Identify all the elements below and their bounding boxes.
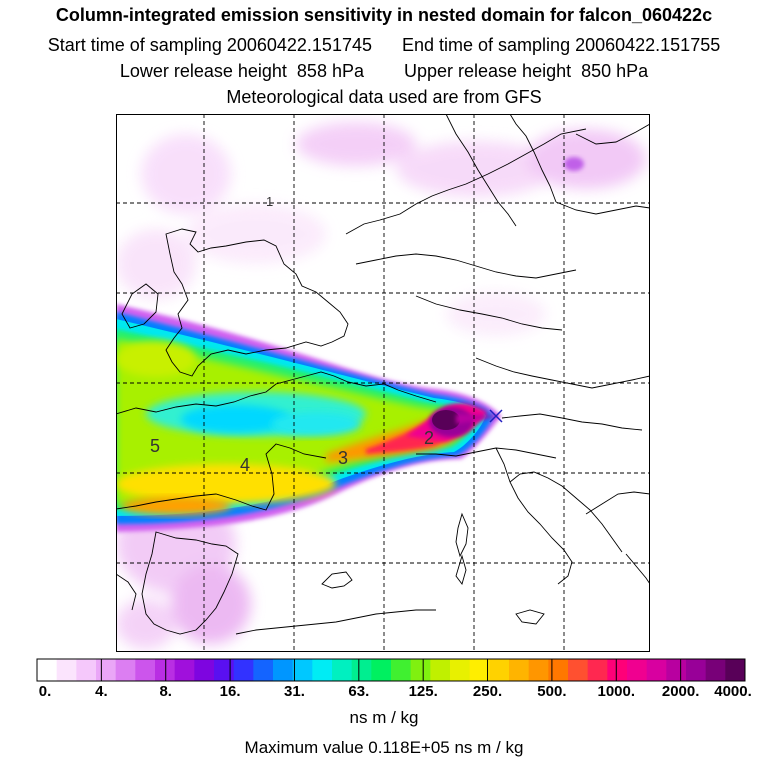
colorbar-tick-label: 63. xyxy=(348,683,370,700)
colorbar-swatch xyxy=(332,659,353,681)
colorbar-tick-label: 2000. xyxy=(661,683,700,700)
colorbar xyxy=(36,658,746,682)
colorbar-tick-label: 125. xyxy=(408,683,438,700)
contour-label-4: 4 xyxy=(240,455,250,475)
colorbar-units: ns m / kg xyxy=(349,708,419,727)
sensitivity-field xyxy=(116,122,646,649)
maximum-value-text: Maximum value 0.118E+05 ns m / kg xyxy=(244,738,524,757)
colorbar-swatch xyxy=(155,659,176,681)
colorbar-tick-label: 4. xyxy=(95,683,108,700)
colorbar-swatch xyxy=(351,659,372,681)
colorbar-tick-label: 4000. xyxy=(714,683,752,700)
colorbar-swatch xyxy=(528,659,549,681)
contour-label-2: 2 xyxy=(424,428,434,448)
colorbar-swatch xyxy=(725,659,746,681)
meteo-data-line: Meteorological data used are from GFS xyxy=(226,87,542,107)
colorbar-swatch xyxy=(410,659,431,681)
colorbar-swatch xyxy=(430,659,451,681)
colorbar-swatch xyxy=(450,659,471,681)
release-location-marker xyxy=(489,409,503,423)
colorbar-swatch xyxy=(548,659,569,681)
colorbar-swatch xyxy=(37,659,58,681)
colorbar-swatch xyxy=(489,659,510,681)
colorbar-swatch xyxy=(627,659,648,681)
coastlines xyxy=(116,114,650,635)
colorbar-swatch xyxy=(646,659,667,681)
colorbar-swatch xyxy=(568,659,589,681)
contour-label-1: 1 xyxy=(266,194,273,209)
colorbar-swatch xyxy=(115,659,136,681)
sampling-time-line: Start time of sampling 20060422.151745 E… xyxy=(47,35,721,55)
colorbar-tick-label: 250. xyxy=(472,683,503,700)
emission-sensitivity-map: 1 2 3 4 5 xyxy=(116,114,650,652)
colorbar-tick-label: 0. xyxy=(38,683,52,700)
colorbar-swatch xyxy=(273,659,294,681)
release-height-line: Lower release height 858 hPa Upper relea… xyxy=(119,61,649,81)
map-frame xyxy=(116,114,650,652)
contour-label-3: 3 xyxy=(338,448,348,468)
contour-label-5: 5 xyxy=(150,436,160,456)
colorbar-swatch xyxy=(292,659,313,681)
colorbar-swatch xyxy=(391,659,412,681)
figure-title: Column-integrated emission sensitivity i… xyxy=(55,5,713,25)
lat-lon-grid xyxy=(116,114,650,652)
colorbar-swatch xyxy=(705,659,726,681)
colorbar-swatch xyxy=(214,659,235,681)
colorbar-tick-label: 8. xyxy=(159,683,172,700)
colorbar-swatch xyxy=(174,659,195,681)
colorbar-swatch xyxy=(587,659,608,681)
colorbar-swatch xyxy=(469,659,490,681)
colorbar-swatch xyxy=(96,659,117,681)
colorbar-swatch xyxy=(312,659,333,681)
colorbar-tick-label: 1000. xyxy=(597,683,636,700)
colorbar-swatch xyxy=(233,659,254,681)
colorbar-swatch xyxy=(253,659,274,681)
colorbar-swatch xyxy=(56,659,77,681)
colorbar-swatch xyxy=(194,659,215,681)
colorbar-tick-label: 31. xyxy=(284,683,305,700)
colorbar-swatch xyxy=(509,659,530,681)
colorbar-frame xyxy=(36,658,746,682)
contour-labels: 1 2 3 4 5 xyxy=(150,194,434,475)
colorbar-swatch xyxy=(135,659,156,681)
colorbar-swatch xyxy=(371,659,392,681)
colorbar-swatch xyxy=(686,659,707,681)
colorbar-swatch xyxy=(666,659,687,681)
colorbar-swatch xyxy=(607,659,628,681)
colorbar-tick-label: 16. xyxy=(219,683,241,700)
colorbar-swatch xyxy=(76,659,97,681)
colorbar-tick-label: 500. xyxy=(537,683,567,700)
